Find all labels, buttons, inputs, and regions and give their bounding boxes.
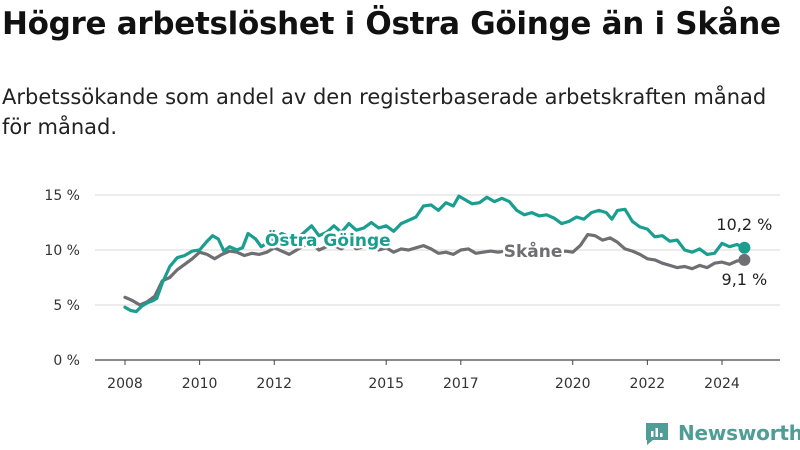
x-tick-label: 2017 (443, 376, 479, 392)
y-tick-label: 5 % (53, 298, 80, 314)
series-lines (123, 194, 751, 314)
series-labels: Östra Göinge Skåne 10,2 % 9,1 % (262, 215, 772, 289)
series-line (123, 233, 746, 307)
series-line (123, 194, 746, 314)
x-tick-label: 2008 (107, 376, 143, 392)
y-axis: 0 % 5 % 10 % 15 % (44, 188, 80, 369)
x-tick-label: 2010 (182, 376, 218, 392)
y-tick-label: 0 % (53, 353, 80, 369)
brand-name: Newsworthy (678, 421, 800, 445)
x-tick-label: 2015 (368, 376, 404, 392)
gridlines (95, 194, 780, 361)
series-end-value-label: 9,1 % (722, 270, 768, 289)
series-end-value-label: 10,2 % (716, 215, 772, 234)
series-name-label: Östra Göinge (265, 229, 391, 251)
line-chart: 0 %5 %10 %15 % 2008 2010 2012 2015 2017 2020 2… (44, 188, 780, 392)
x-axis: 2008 2010 2012 2015 2017 2020 2022 2024 (107, 360, 740, 392)
series-end-point (738, 241, 751, 254)
x-tick-label: 2022 (630, 376, 666, 392)
series-end-point (738, 253, 751, 266)
y-tick-label: 10 % (44, 243, 80, 259)
series-name-label: Skåne (504, 240, 563, 262)
x-tick-label: 2020 (555, 376, 591, 392)
x-tick-label: 2012 (256, 376, 292, 392)
y-tick-label: 15 % (44, 188, 80, 204)
brand-logo: Newsworthy (644, 418, 800, 448)
x-tick-label: 2024 (704, 376, 740, 392)
chart-subtitle: Arbetssökande som andel av den registerb… (2, 85, 767, 139)
newsworthy-logo-icon (646, 423, 668, 445)
chart-title: Högre arbetslöshet i Östra Göinge än i S… (2, 6, 781, 42)
